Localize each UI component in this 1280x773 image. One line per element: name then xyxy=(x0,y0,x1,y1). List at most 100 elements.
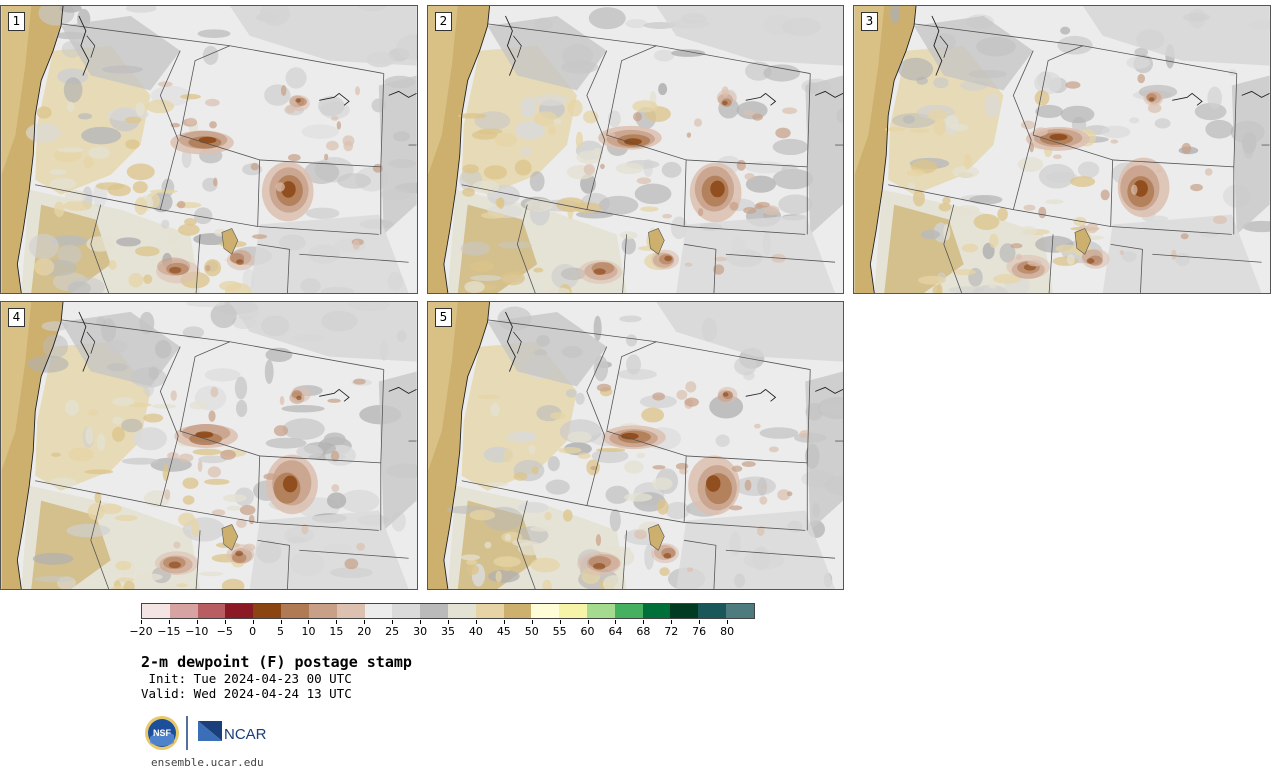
dewpoint-map xyxy=(428,302,843,589)
colorbar-tick xyxy=(141,620,142,624)
colorbar-swatch xyxy=(503,604,532,618)
colorbar-swatch xyxy=(308,604,337,618)
state-border xyxy=(380,369,385,463)
state-border xyxy=(806,369,811,463)
state-border xyxy=(622,234,627,293)
state-border xyxy=(35,184,379,235)
colorbar-swatch xyxy=(642,604,671,618)
map-panel-3: 3 xyxy=(853,5,1271,294)
state-border xyxy=(943,204,963,293)
colorbar-tick xyxy=(252,620,254,624)
state-border xyxy=(487,319,811,370)
state-border xyxy=(622,530,627,589)
colorbar-tick xyxy=(615,620,617,624)
colorbar-swatch xyxy=(614,604,643,618)
colorbar-tick-label: 76 xyxy=(692,625,707,638)
colorbar-tick xyxy=(364,620,366,624)
colorbar-tick-label: 5 xyxy=(277,625,285,638)
state-border xyxy=(60,319,384,370)
colorbar-swatch xyxy=(253,604,282,618)
state-border xyxy=(725,549,836,559)
colorbar-tick xyxy=(727,620,729,624)
colorbar-swatch xyxy=(726,604,754,618)
colorbar-swatch xyxy=(336,604,365,618)
colorbar-swatch xyxy=(531,604,560,618)
member-number-label: 3 xyxy=(861,12,878,31)
valid-time: Valid: Wed 2024-04-24 13 UTC xyxy=(141,686,352,701)
state-border xyxy=(195,234,201,293)
colorbar-tick-label: −15 xyxy=(157,625,181,638)
colorbar-swatch xyxy=(559,604,587,618)
figure-title: 2-m dewpoint (F) postage stamp xyxy=(141,653,412,671)
state-border xyxy=(461,480,806,531)
ncar-logo: NCAR xyxy=(198,721,267,743)
state-border xyxy=(90,204,110,293)
colorbar-tick-label: 40 xyxy=(468,625,483,638)
state-border xyxy=(299,549,409,559)
colorbar-swatch xyxy=(475,604,504,618)
map-panel-5: 5 xyxy=(427,301,844,590)
colorbar-tick-label: −5 xyxy=(216,625,233,638)
state-border xyxy=(90,500,110,589)
colorbar-tick-label: 80 xyxy=(720,625,735,638)
member-number-label: 1 xyxy=(8,12,25,31)
colorbar-swatch xyxy=(197,604,226,618)
nsf-logo: NSF xyxy=(145,716,179,750)
coastline xyxy=(443,6,490,293)
state-border xyxy=(684,539,717,589)
state-border xyxy=(179,341,261,523)
state-border xyxy=(606,45,687,227)
colorbar-tick xyxy=(587,620,589,624)
state-border xyxy=(1110,243,1143,293)
dewpoint-map xyxy=(428,6,843,293)
init-time: Init: Tue 2024-04-23 00 UTC xyxy=(141,671,352,686)
colorbar-swatch xyxy=(420,604,448,618)
colorbar-swatch xyxy=(364,604,393,618)
coastline xyxy=(16,6,64,293)
map-panel-1: 1 xyxy=(0,5,418,294)
colorbar-tick xyxy=(336,620,338,624)
colorbar-tick-label: 35 xyxy=(441,625,455,638)
colorbar-swatch xyxy=(698,604,727,618)
state-border xyxy=(1233,73,1238,167)
colorbar-ticks: −20 −15 −10 −5 0 5 10 15 20 25 30 35 40 45 50 55 60 64 68 7… xyxy=(129,620,755,640)
dewpoint-map xyxy=(854,6,1270,293)
map-panel-2: 2 xyxy=(427,5,844,294)
state-border xyxy=(1032,45,1114,227)
logos: NSF NCAR xyxy=(145,716,267,750)
colorbar-tick xyxy=(531,620,533,624)
state-border xyxy=(380,73,385,167)
colorbar-tick xyxy=(392,620,394,624)
svg-text:NCAR: NCAR xyxy=(224,726,267,743)
state-border xyxy=(159,50,181,210)
state-border xyxy=(179,45,261,227)
colorbar-tick-label: 60 xyxy=(580,625,595,638)
colorbar-tick xyxy=(699,620,701,624)
colorbar-tick xyxy=(475,620,477,624)
state-border xyxy=(1048,234,1054,293)
colorbar-tick-label: 72 xyxy=(664,625,679,638)
colorbar-tick-label: −10 xyxy=(185,625,209,638)
colorbar-tick xyxy=(448,620,449,624)
colorbar-tick-label: 45 xyxy=(496,625,511,638)
member-number-label: 4 xyxy=(8,308,25,327)
colorbar-swatch xyxy=(670,604,699,618)
svg-text:NSF: NSF xyxy=(153,728,172,738)
colorbar-tick-label: 25 xyxy=(385,625,400,638)
colorbar-swatch xyxy=(142,604,170,618)
colorbar-tick xyxy=(196,620,198,624)
state-border xyxy=(888,184,1232,235)
state-border xyxy=(606,341,687,523)
colorbar-tick xyxy=(643,620,645,624)
state-border xyxy=(487,23,811,74)
colorbar-tick-label: 50 xyxy=(524,625,539,638)
colorbar-tick xyxy=(224,620,226,624)
state-border xyxy=(516,204,536,293)
coastline xyxy=(443,302,490,589)
state-border xyxy=(516,500,536,589)
state-border xyxy=(725,253,836,263)
colorbar-tick xyxy=(559,620,561,624)
colorbar-tick-label: 20 xyxy=(357,625,372,638)
colorbar-tick xyxy=(420,620,422,624)
colorbar-tick xyxy=(503,620,505,624)
